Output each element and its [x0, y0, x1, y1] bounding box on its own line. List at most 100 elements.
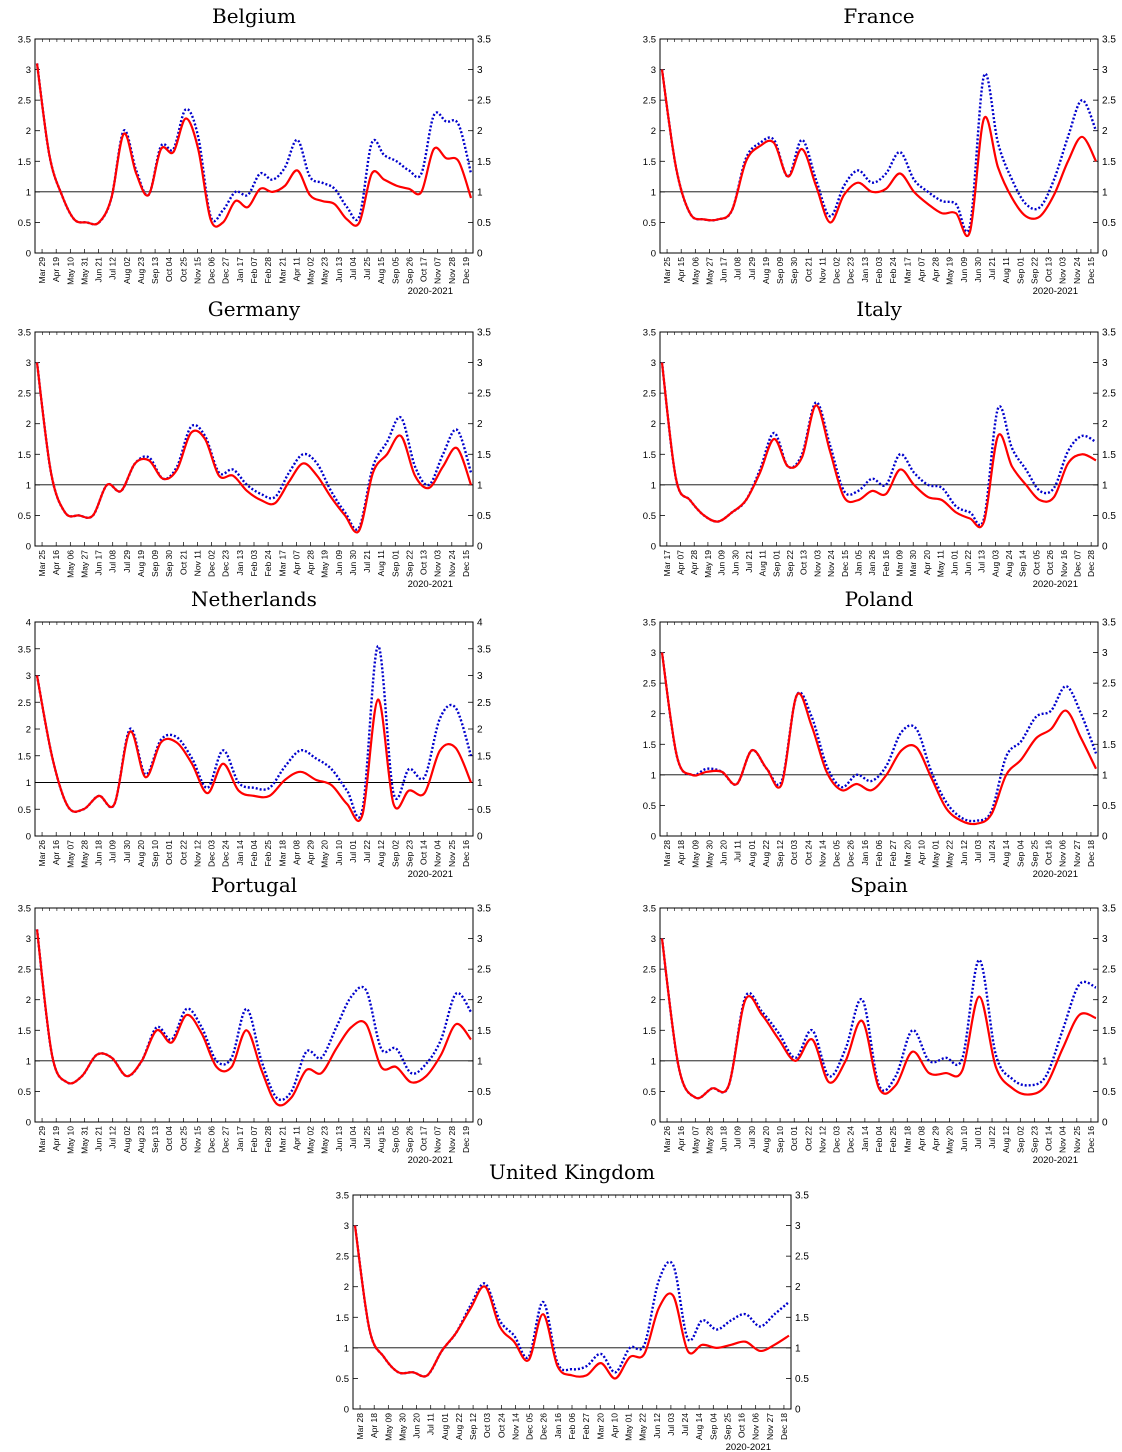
xtick-label: Sep 26 — [404, 257, 414, 284]
xtick-label: Apr 07 — [676, 550, 686, 575]
series-line-dotted — [35, 929, 473, 1102]
chart-title: Netherlands — [191, 587, 317, 611]
ytick-label: 1 — [651, 187, 656, 198]
xtick-label: Mar 17 — [662, 550, 672, 577]
ytick-label-right: 3 — [477, 934, 483, 945]
xtick-label: Apr 16 — [51, 550, 61, 575]
xtick-label: May 28 — [79, 840, 89, 868]
ytick-label-right: 0.5 — [1102, 218, 1116, 229]
xtick-label: Dec 24 — [221, 840, 231, 867]
ytick-label: 3 — [26, 934, 31, 945]
ytick-label-right: 3.5 — [477, 904, 491, 915]
ytick-label: 3.5 — [336, 1191, 349, 1202]
ytick-label: 3 — [26, 358, 31, 369]
xtick-label: May 01 — [931, 840, 941, 868]
xtick-label: Sep 04 — [1015, 840, 1025, 867]
ytick-label: 2 — [26, 995, 31, 1006]
ytick-label: 2.5 — [643, 96, 656, 107]
chart-title: Belgium — [212, 4, 296, 28]
xtick-label: Sep 25 — [1029, 840, 1039, 867]
xtick-label: Apr 08 — [916, 1126, 926, 1151]
ytick-label: 1.5 — [18, 751, 31, 762]
xtick-label: Oct 04 — [164, 1126, 174, 1151]
xtick-label: Oct 17 — [419, 1126, 429, 1151]
chart-2: Germany 0 0 0.5 0.5 1 1 1.5 1.5 2 2 2.5 2.5 3 3 3.5 3.5 M… — [18, 297, 492, 590]
plot-frame — [659, 621, 1099, 837]
ytick-label: 3.5 — [18, 904, 31, 915]
xtick-label: Jul 22 — [987, 1126, 997, 1149]
series-line-solid — [660, 652, 1097, 826]
xtick-label: Aug 02 — [122, 1126, 132, 1153]
ytick-label: 1.5 — [336, 1313, 349, 1324]
ytick-label: 1.5 — [18, 157, 31, 168]
xtick-label: Aug 02 — [122, 257, 132, 284]
xtick-label: Nov 14 — [817, 840, 827, 867]
year-note: 2020-2021 — [1033, 869, 1078, 880]
xtick-label: May 10 — [65, 257, 75, 285]
xtick-label: Feb 04 — [249, 840, 259, 867]
ytick-label: 3.5 — [643, 328, 656, 339]
xtick-label: Sep 05 — [390, 1126, 400, 1153]
xtick-label: Nov 12 — [817, 1126, 827, 1153]
xtick-label: Jul 01 — [348, 840, 358, 863]
ytick-label-right: 2 — [477, 995, 483, 1006]
xtick-label: May 23 — [320, 1126, 330, 1154]
xtick-label: Aug 14 — [1001, 840, 1011, 867]
ytick-label-right: 3 — [795, 1221, 801, 1232]
ytick-label: 2 — [651, 709, 656, 720]
xtick-label: Aug 12 — [376, 840, 386, 867]
xtick-label: Mar 26 — [662, 1126, 672, 1153]
xtick-label: Jun 10 — [959, 1126, 969, 1152]
xtick-label: Feb 28 — [263, 1126, 273, 1153]
ytick-label-right: 1 — [1102, 770, 1108, 781]
plot-frame — [34, 907, 474, 1123]
ytick-label-right: 3.5 — [795, 1191, 809, 1202]
ytick-label: 2.5 — [18, 96, 31, 107]
xtick-label: Sep 02 — [390, 840, 400, 867]
chart-3: Italy 0 0 0.5 0.5 1 1 1.5 1.5 2 2 2.5 2.5 3 3 3.5 3.5 Mar… — [643, 297, 1117, 590]
xtick-label: May 09 — [383, 1413, 393, 1441]
xtick-label: Jun 21 — [94, 1126, 104, 1152]
ytick-label: 0 — [651, 542, 656, 553]
xtick-label: Sep 23 — [1029, 1126, 1039, 1153]
xtick-label: Jun 09 — [717, 550, 727, 576]
plot-frame — [659, 38, 1099, 254]
xtick-label: Oct 24 — [496, 1413, 506, 1438]
series-line-dotted — [660, 69, 1098, 234]
chart-title: United Kingdom — [489, 1160, 655, 1184]
xtick-label: May 10 — [65, 1126, 75, 1154]
ytick-label-right: 2.5 — [477, 96, 491, 107]
ytick-label: 0.5 — [18, 511, 31, 522]
ytick-label-right: 0.5 — [477, 218, 491, 229]
ytick-label: 2 — [26, 725, 31, 736]
xtick-label: May 31 — [79, 1126, 89, 1154]
xtick-label: Mar 28 — [662, 840, 672, 867]
xtick-label: Mar 21 — [277, 1126, 287, 1153]
xtick-label: Jan 14 — [860, 1126, 870, 1152]
plot-frame — [34, 331, 474, 547]
ytick-label-right: 2 — [1102, 995, 1108, 1006]
ytick-label-right: 4 — [477, 618, 483, 629]
xtick-label: Aug 24 — [1004, 550, 1014, 577]
xtick-label: Jan 26 — [867, 550, 877, 576]
plot-frame — [659, 331, 1099, 547]
xtick-label: May 02 — [306, 257, 316, 285]
xtick-label: Oct 05 — [1031, 550, 1041, 575]
xtick-label: May 01 — [624, 1413, 634, 1441]
xtick-label: Sep 26 — [404, 1126, 414, 1153]
xtick-label: Aug 23 — [136, 257, 146, 284]
xtick-label: May 23 — [320, 257, 330, 285]
ytick-label-right: 1.5 — [477, 751, 491, 762]
ytick-label: 0.5 — [336, 1374, 349, 1385]
xtick-label: Dec 23 — [221, 550, 231, 577]
xtick-label: Feb 16 — [881, 550, 891, 577]
ytick-label: 2 — [344, 1282, 349, 1293]
ytick-label: 0 — [26, 832, 31, 843]
year-note: 2020-2021 — [408, 286, 453, 297]
xtick-label: Aug 01 — [747, 840, 757, 867]
ytick-label-right: 3.5 — [1102, 904, 1116, 915]
xtick-label: Dec 19 — [461, 257, 471, 284]
xtick-label: Sep 23 — [404, 840, 414, 867]
xtick-label: Jan 14 — [235, 840, 245, 866]
ytick-label-right: 1 — [477, 778, 483, 789]
